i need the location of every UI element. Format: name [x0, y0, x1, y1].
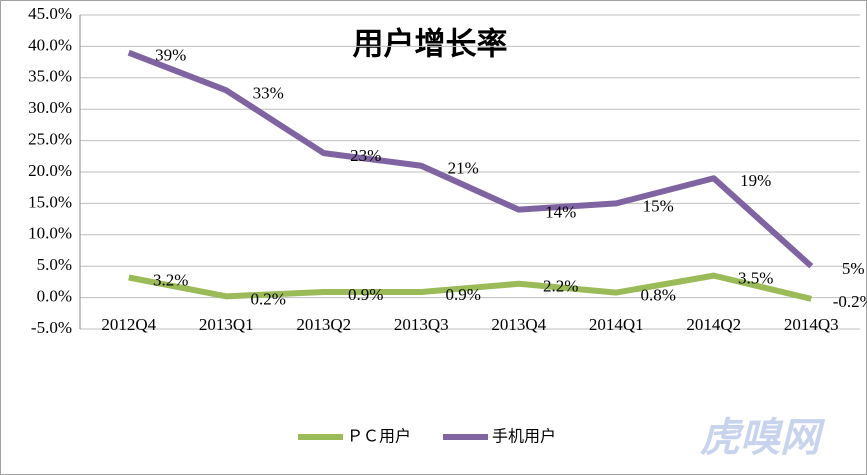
- y-tick-label: 20.0%: [28, 161, 72, 180]
- y-tick-label: 5.0%: [37, 255, 72, 274]
- data-label: -0.2%: [833, 292, 867, 311]
- x-tick-label: 2012Q4: [101, 315, 156, 334]
- y-tick-label: -5.0%: [31, 318, 72, 337]
- y-tick-label: 40.0%: [28, 35, 72, 54]
- legend-label: ＰＣ用户: [347, 427, 411, 446]
- data-label: 0.2%: [251, 289, 286, 308]
- chart-title: 用户增长率: [353, 27, 508, 63]
- y-tick-label: 35.0%: [28, 67, 72, 86]
- x-tick-label: 2013Q2: [296, 315, 351, 334]
- data-label: 3.2%: [153, 270, 188, 289]
- y-tick-label: 0.0%: [37, 287, 72, 306]
- data-label: 21%: [448, 159, 479, 178]
- data-label: 0.9%: [348, 285, 383, 304]
- series-line: [128, 272, 812, 302]
- x-tick-label: 2013Q1: [199, 315, 254, 334]
- data-label: 15%: [643, 196, 674, 215]
- data-label: 14%: [545, 203, 576, 222]
- y-tick-label: 30.0%: [28, 98, 72, 117]
- y-tick-label: 10.0%: [28, 224, 72, 243]
- y-tick-label: 45.0%: [28, 4, 72, 23]
- data-label: 0.8%: [641, 285, 676, 304]
- x-tick-label: 2014Q2: [686, 315, 741, 334]
- data-label: 39%: [155, 46, 186, 65]
- data-label: 19%: [740, 171, 771, 190]
- data-label: 3.5%: [738, 269, 773, 288]
- x-tick-label: 2014Q3: [784, 315, 839, 334]
- data-label: 5%: [842, 259, 865, 278]
- data-label: 2.2%: [543, 277, 578, 296]
- x-tick-label: 2014Q1: [589, 315, 644, 334]
- data-label: 33%: [253, 83, 284, 102]
- x-tick-label: 2013Q4: [491, 315, 546, 334]
- y-tick-label: 15.0%: [28, 192, 72, 211]
- data-label: 0.9%: [446, 285, 481, 304]
- data-label: 23%: [350, 146, 381, 165]
- series-line: [127, 49, 814, 269]
- x-tick-label: 2013Q3: [394, 315, 449, 334]
- y-tick-label: 25.0%: [28, 130, 72, 149]
- legend-label: 手机用户: [492, 427, 556, 446]
- watermark: 虎嗅网: [700, 415, 826, 461]
